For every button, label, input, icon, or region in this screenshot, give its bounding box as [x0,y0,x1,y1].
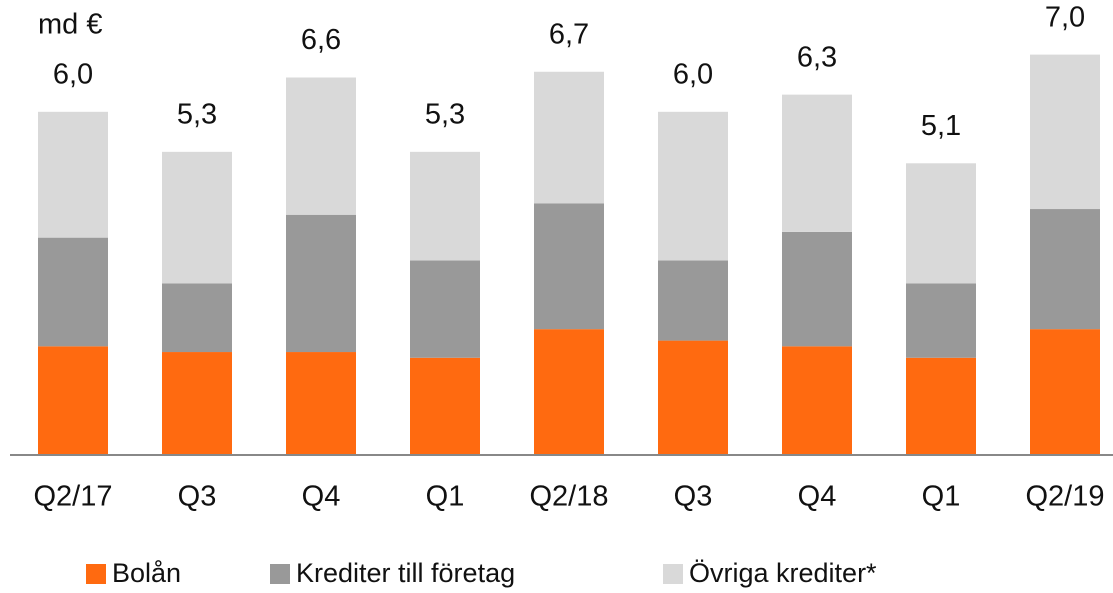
total-label: 5,3 [177,98,217,130]
bar-segment [906,357,976,455]
legend-label: Övriga krediter* [689,558,877,588]
legend-swatch [663,564,683,584]
legend-label: Bolån [112,558,181,588]
bar-segment [1030,329,1100,455]
bar-segment [410,357,480,455]
legend-swatch [86,564,106,584]
x-tick-label: Q1 [922,481,961,513]
bar-segment [162,352,232,455]
total-label: 6,6 [301,24,341,56]
x-tick-label: Q3 [178,481,217,513]
bar-segment [906,283,976,358]
total-label: 6,3 [797,41,837,73]
bar-segment [1030,54,1100,210]
legend-swatch [270,564,290,584]
x-tick-label: Q2/19 [1026,481,1105,513]
bar-segment [38,346,108,455]
bar-segment [782,94,852,232]
total-label: 5,3 [425,98,465,130]
bar-segment [38,111,108,238]
legend: Bolån Krediter till företag Övriga kredite… [86,558,877,588]
bar-segment [286,214,356,353]
bar-segment [286,352,356,455]
bar-segment [782,346,852,455]
bar-segment [38,237,108,347]
total-label: 6,0 [673,58,713,90]
bar-segment [906,163,976,284]
x-tick-label: Q1 [426,481,465,513]
total-label: 6,7 [549,18,589,50]
x-tick-label: Q4 [798,481,837,513]
bar-segment [410,260,480,358]
bar-segment [1030,209,1100,330]
legend-label: Krediter till företag [296,558,515,588]
x-tick-label: Q2/18 [530,481,609,513]
bar-segment [658,111,728,261]
bar-segment [286,77,356,215]
x-tick-label: Q2/17 [34,481,113,513]
bar-segment [162,151,232,284]
bar-segment [658,340,728,455]
unit-label: md € [38,9,102,41]
bar-segment [782,231,852,347]
x-tick-label: Q4 [302,481,341,513]
bar-segment [410,151,480,261]
total-label: 7,0 [1045,1,1085,33]
total-label: 6,0 [53,58,93,90]
bar-segment [534,203,604,330]
bar-segment [534,329,604,455]
bar-segment [162,283,232,353]
x-tick-label: Q3 [674,481,713,513]
bar-segment [534,71,604,204]
bar-segment [658,260,728,341]
total-label: 5,1 [921,110,961,142]
